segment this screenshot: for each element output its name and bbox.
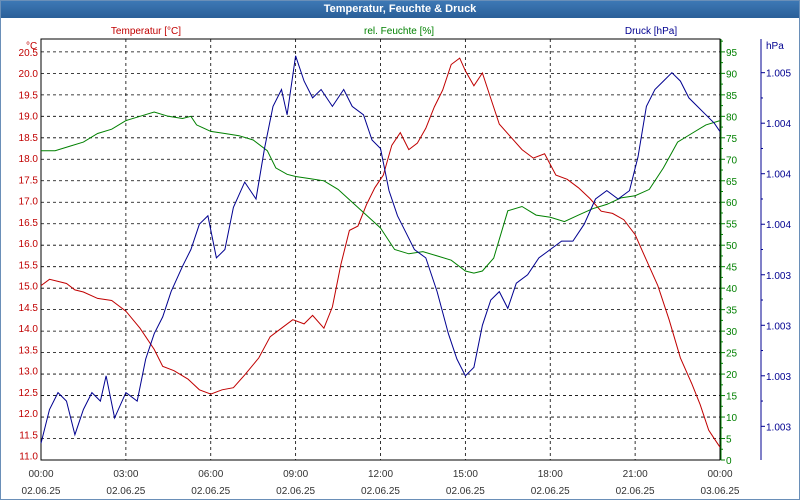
pressure-tick-label: 1.003: [766, 321, 791, 332]
humidity-tick-label: 60: [726, 198, 738, 209]
temperature-tick-label: 16.5: [19, 218, 39, 229]
x-tick-date: 02.06.25: [106, 486, 145, 497]
humidity-tick-label: 10: [726, 413, 738, 424]
humidity-tick-label: 20: [726, 370, 738, 381]
humidity-tick-label: 50: [726, 241, 738, 252]
humidity-tick-label: 5: [726, 435, 732, 446]
x-tick-time: 21:00: [623, 469, 648, 480]
temperature-axis-label: Temperatur [°C]: [111, 26, 181, 37]
x-tick-time: 06:00: [198, 469, 223, 480]
humidity-tick-label: 55: [726, 220, 738, 231]
humidity-tick-label: 65: [726, 177, 738, 188]
pressure-tick-label: 1.003: [766, 271, 791, 282]
x-tick-date: 03.06.25: [701, 486, 740, 497]
x-tick-time: 03:00: [113, 469, 138, 480]
x-tick-time: 00:00: [707, 469, 732, 480]
humidity-tick-label: 75: [726, 134, 738, 145]
temperature-tick-label: 13.5: [19, 345, 39, 356]
x-tick-time: 00:00: [28, 469, 53, 480]
x-tick-time: 18:00: [538, 469, 563, 480]
temperature-series-line: [40, 57, 721, 448]
temperature-tick-label: 11.0: [19, 452, 38, 463]
x-tick-date: 02.06.25: [531, 486, 570, 497]
x-tick-time: 15:00: [453, 469, 478, 480]
humidity-series-line: [41, 111, 721, 274]
humidity-tick-label: 25: [726, 349, 738, 360]
temperature-tick-label: 20.5: [19, 48, 39, 59]
temperature-tick-label: 11.5: [19, 430, 38, 441]
humidity-axis-label: rel. Feuchte [%]: [364, 26, 434, 37]
temperature-tick-label: 18.5: [19, 133, 39, 144]
humidity-tick-label: 70: [726, 155, 738, 166]
temperature-tick-label: 15.0: [19, 282, 39, 293]
window-title: Temperatur, Feuchte & Druck: [1, 1, 799, 18]
humidity-tick-label: 35: [726, 306, 738, 317]
humidity-tick-label: 40: [726, 284, 738, 295]
temperature-tick-label: 19.5: [19, 90, 39, 101]
x-tick-date: 02.06.25: [616, 486, 655, 497]
humidity-tick-label: 0: [726, 456, 732, 467]
humidity-tick-label: 80: [726, 112, 738, 123]
pressure-tick-label: 1.004: [766, 170, 791, 181]
humidity-tick-label: 45: [726, 263, 738, 274]
temperature-tick-label: 16.0: [19, 239, 39, 250]
humidity-tick-label: 95: [726, 48, 738, 59]
x-tick-date: 02.06.25: [276, 486, 315, 497]
pressure-tick-label: 1.004: [766, 119, 791, 130]
temperature-unit: °C: [26, 41, 37, 52]
pressure-unit: hPa: [766, 41, 784, 52]
temperature-tick-label: 12.5: [19, 388, 39, 399]
temperature-tick-label: 17.0: [19, 197, 39, 208]
pressure-tick-label: 1.003: [766, 372, 791, 383]
x-tick-date: 02.06.25: [191, 486, 230, 497]
pressure-axis-label: Druck [hPa]: [625, 26, 677, 37]
pressure-tick-label: 1.005: [766, 69, 791, 80]
x-tick-time: 09:00: [283, 469, 308, 480]
temperature-tick-label: 20.0: [19, 69, 39, 80]
humidity-tick-label: 15: [726, 392, 738, 403]
temperature-tick-label: 13.0: [19, 367, 39, 378]
humidity-tick-label: 85: [726, 91, 738, 102]
pressure-tick-label: 1.004: [766, 220, 791, 231]
temperature-tick-label: 14.5: [19, 303, 39, 314]
temperature-tick-label: 17.5: [19, 175, 39, 186]
x-tick-date: 02.06.25: [446, 486, 485, 497]
temperature-tick-label: 18.0: [19, 154, 39, 165]
pressure-series-line: [40, 55, 721, 444]
temperature-tick-label: 14.0: [19, 324, 39, 335]
pressure-tick-label: 1.003: [766, 422, 791, 433]
x-tick-time: 12:00: [368, 469, 393, 480]
temperature-tick-label: 12.0: [19, 409, 39, 420]
humidity-tick-label: 90: [726, 69, 738, 80]
temperature-tick-label: 15.5: [19, 260, 39, 271]
x-tick-date: 02.06.25: [361, 486, 400, 497]
x-tick-date: 02.06.25: [22, 486, 61, 497]
temperature-tick-label: 19.0: [19, 112, 39, 123]
humidity-tick-label: 30: [726, 327, 738, 338]
